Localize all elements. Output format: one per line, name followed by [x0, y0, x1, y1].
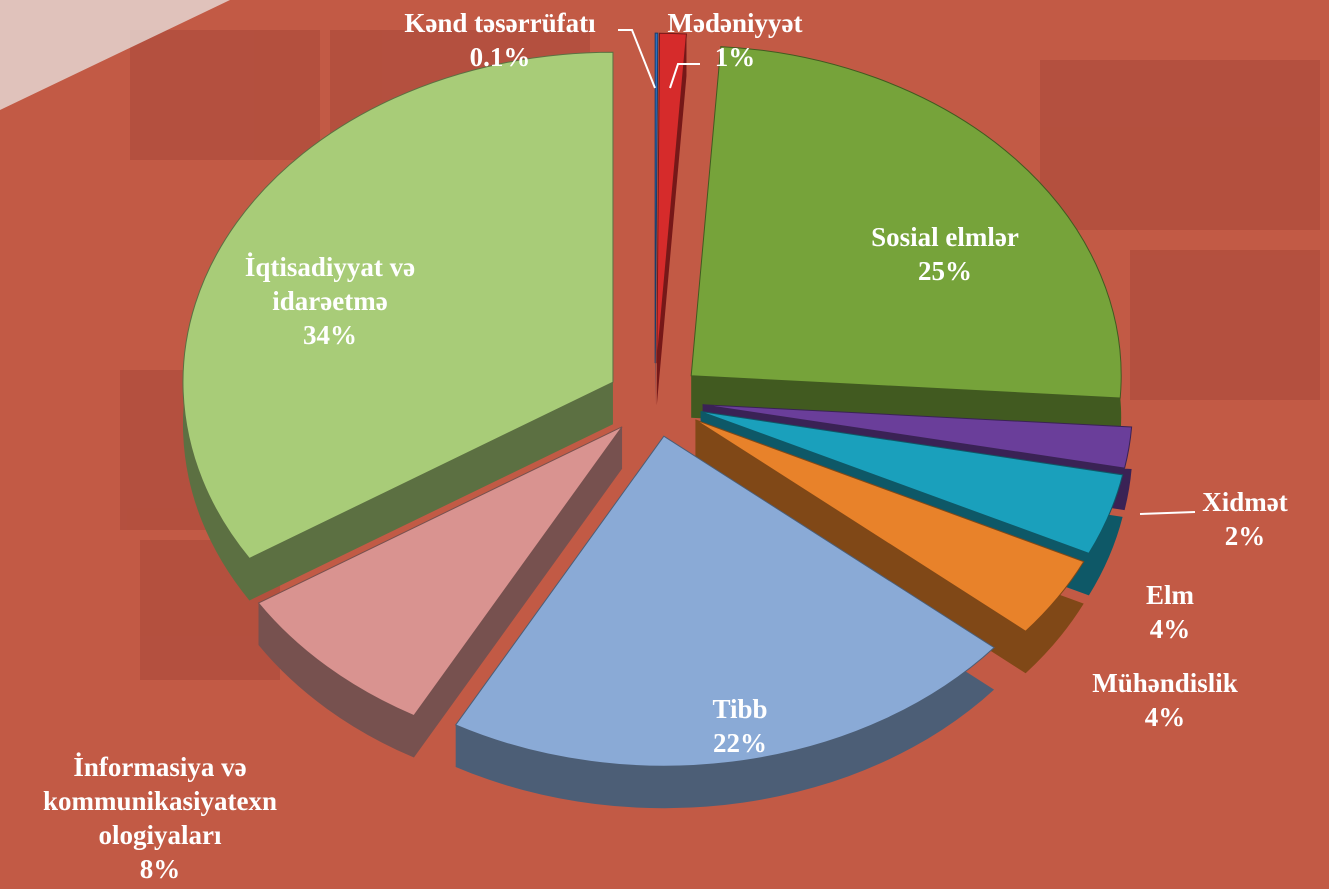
value-label: 4%	[1150, 614, 1191, 644]
label-line: kommunikasiyatexn	[43, 786, 277, 816]
label-line: Tibb	[712, 694, 767, 724]
label-line: Xidmət	[1202, 487, 1287, 517]
slice	[695, 419, 1085, 632]
value-label: 4%	[1145, 702, 1186, 732]
slice-label: Mədəniyyət	[668, 8, 803, 38]
corner-light	[0, 0, 230, 110]
leader-line	[618, 29, 656, 89]
label-line: ologiyaları	[99, 820, 222, 850]
slice	[257, 426, 623, 717]
pie-tops	[182, 32, 1133, 767]
slice-label: Elm	[1146, 580, 1195, 610]
slice-side	[695, 419, 1084, 674]
slice-side	[656, 33, 687, 406]
slice	[690, 46, 1122, 399]
labels: Kənd təsərrüfatı 0.1% Mədəniyyət 1% Sosial e…	[43, 8, 1288, 884]
label-line: Sosial elmlər	[871, 222, 1019, 252]
value-label: 8%	[140, 854, 181, 884]
value-label: 1%	[715, 42, 756, 72]
slice	[182, 51, 614, 560]
slice-label: Xidmət	[1202, 487, 1287, 517]
slice-label: Mühəndislik	[1092, 668, 1238, 698]
value-label: 25%	[918, 256, 972, 286]
leader-line	[669, 63, 700, 89]
slice-label: Tibb	[712, 694, 767, 724]
slice	[702, 404, 1133, 469]
label-line: İqtisadiyyat və	[245, 252, 415, 282]
slice-label: İnformasiya və kommunikasiyatexn ologiyala…	[43, 752, 277, 850]
label-line: İnformasiya və	[73, 752, 246, 782]
slice-label: İqtisadiyyat və idarəetmə	[245, 252, 415, 316]
label-line: idarəetmə	[272, 286, 387, 316]
slice-label: Kənd təsərrüfatı	[404, 8, 596, 38]
label-line: Kənd təsərrüfatı	[404, 8, 596, 38]
leader-line	[1139, 511, 1196, 515]
value-label: 0.1%	[470, 42, 531, 72]
label-line: Mədəniyyət	[668, 8, 803, 38]
label-line: Elm	[1146, 580, 1195, 610]
value-label: 2%	[1225, 521, 1266, 551]
value-label: 22%	[713, 728, 767, 758]
slice	[454, 435, 995, 767]
label-line: Mühəndislik	[1092, 668, 1238, 698]
slice-label: Sosial elmlər	[871, 222, 1019, 252]
slice	[656, 32, 688, 364]
slice	[700, 411, 1124, 554]
slice	[654, 32, 659, 364]
value-label: 34%	[303, 320, 357, 350]
